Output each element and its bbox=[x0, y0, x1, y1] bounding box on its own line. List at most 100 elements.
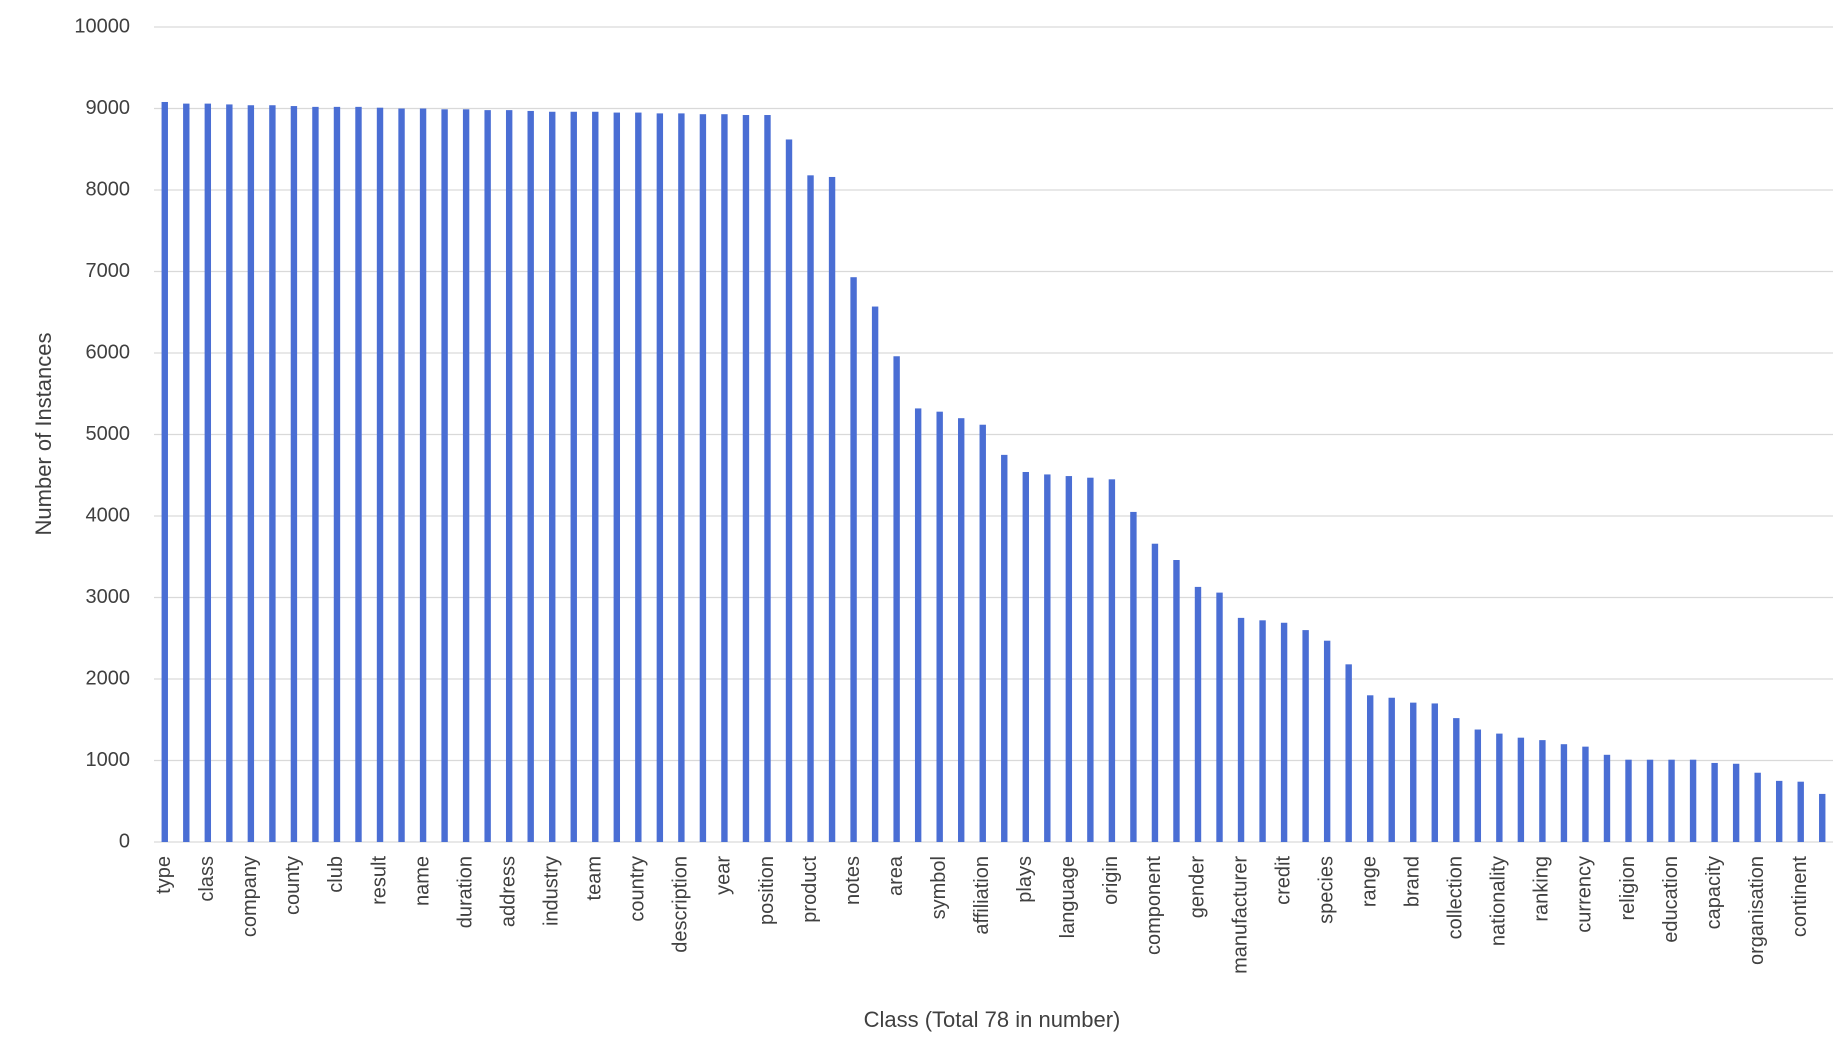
x-tick-label: language bbox=[1057, 856, 1079, 938]
bar bbox=[570, 111, 577, 842]
bar bbox=[549, 111, 556, 842]
bar bbox=[979, 424, 986, 842]
bar bbox=[958, 418, 965, 842]
bar bbox=[1323, 640, 1331, 842]
x-tick-label: area bbox=[885, 855, 907, 896]
bar bbox=[807, 175, 814, 842]
bar bbox=[1582, 746, 1589, 842]
bar bbox=[1345, 664, 1352, 842]
bar bbox=[1496, 733, 1503, 842]
y-tick-label: 6000 bbox=[86, 341, 131, 363]
bar bbox=[1625, 759, 1632, 842]
bar bbox=[441, 109, 448, 842]
bar bbox=[1539, 740, 1546, 842]
x-tick-label: organisation bbox=[1746, 856, 1768, 965]
bar bbox=[484, 110, 491, 842]
x-tick-label: description bbox=[670, 856, 692, 953]
bar bbox=[312, 106, 319, 843]
x-axis-title: Class (Total 78 in number) bbox=[864, 1007, 1121, 1032]
x-tick-label: brand bbox=[1402, 856, 1424, 907]
bar bbox=[721, 114, 728, 842]
y-axis-title: Number of Instances bbox=[31, 333, 56, 536]
bar bbox=[1775, 780, 1783, 842]
y-tick-label: 3000 bbox=[86, 586, 131, 608]
x-tick-label: result bbox=[368, 856, 390, 905]
x-tick-label: plays bbox=[1014, 856, 1036, 903]
bar bbox=[1560, 744, 1568, 842]
bar bbox=[376, 107, 384, 842]
bar bbox=[1689, 759, 1697, 842]
bar bbox=[635, 112, 642, 842]
x-tick-label: range bbox=[1358, 856, 1380, 907]
bar bbox=[914, 408, 922, 842]
bar bbox=[1366, 695, 1374, 842]
x-tick-label: address bbox=[497, 856, 519, 927]
bar bbox=[742, 115, 750, 842]
bar bbox=[1065, 476, 1073, 842]
bar bbox=[1108, 479, 1116, 842]
bar bbox=[1732, 763, 1740, 842]
x-tick-label: collection bbox=[1445, 856, 1467, 939]
x-tick-label: component bbox=[1143, 856, 1165, 955]
x-tick-label: capacity bbox=[1703, 856, 1725, 929]
x-tick-label: class bbox=[196, 856, 218, 902]
bar bbox=[1410, 702, 1417, 842]
bar bbox=[1517, 737, 1525, 842]
y-tick-label: 4000 bbox=[86, 504, 131, 526]
y-tick-label: 10000 bbox=[74, 15, 130, 37]
x-tick-label: product bbox=[799, 856, 821, 923]
bar bbox=[1259, 620, 1266, 842]
y-tick-label: 0 bbox=[119, 830, 130, 852]
bar bbox=[398, 108, 405, 842]
bar bbox=[1819, 793, 1826, 842]
bar bbox=[613, 112, 621, 842]
bar bbox=[505, 110, 513, 842]
bar bbox=[1754, 772, 1761, 842]
x-tick-label: gender bbox=[1186, 856, 1208, 919]
bar bbox=[1797, 781, 1804, 842]
x-tick-label: industry bbox=[541, 856, 563, 926]
bar bbox=[828, 176, 836, 842]
bar bbox=[764, 115, 771, 842]
x-tick-label: name bbox=[411, 856, 433, 906]
bar bbox=[1302, 630, 1309, 842]
x-tick-label: religion bbox=[1617, 856, 1639, 920]
bar bbox=[1044, 474, 1051, 842]
bar bbox=[527, 110, 534, 842]
x-tick-label: species bbox=[1315, 856, 1337, 924]
y-tick-label: 8000 bbox=[86, 178, 131, 200]
bar bbox=[247, 105, 255, 843]
bar bbox=[1087, 477, 1094, 842]
bar bbox=[1237, 617, 1245, 842]
bar bbox=[1022, 471, 1029, 842]
bar bbox=[1130, 511, 1137, 842]
bar bbox=[785, 139, 793, 843]
x-tick-label: team bbox=[584, 856, 606, 900]
bar bbox=[161, 101, 168, 843]
bar bbox=[1216, 592, 1223, 842]
x-tick-label: duration bbox=[454, 856, 476, 928]
bar bbox=[1474, 729, 1482, 842]
x-tick-label: type bbox=[153, 856, 175, 894]
y-tick-label: 5000 bbox=[86, 423, 131, 445]
bar bbox=[850, 277, 857, 843]
y-tick-label: 7000 bbox=[86, 260, 131, 282]
x-tick-label: manufacturer bbox=[1229, 856, 1251, 974]
bar bbox=[1603, 754, 1611, 842]
bar bbox=[226, 104, 233, 843]
bar bbox=[699, 114, 707, 842]
bar bbox=[893, 356, 900, 842]
bar bbox=[1280, 622, 1288, 842]
bar bbox=[656, 113, 664, 842]
bar bbox=[678, 113, 685, 842]
bar bbox=[1194, 586, 1202, 842]
x-tick-label: continent bbox=[1789, 856, 1811, 938]
x-tick-label: nationality bbox=[1488, 856, 1510, 946]
bar bbox=[1173, 560, 1180, 842]
bar bbox=[592, 111, 599, 842]
y-tick-label: 9000 bbox=[86, 97, 131, 119]
x-tick-label: club bbox=[325, 856, 347, 893]
bar bbox=[290, 106, 298, 843]
bar bbox=[871, 306, 879, 842]
